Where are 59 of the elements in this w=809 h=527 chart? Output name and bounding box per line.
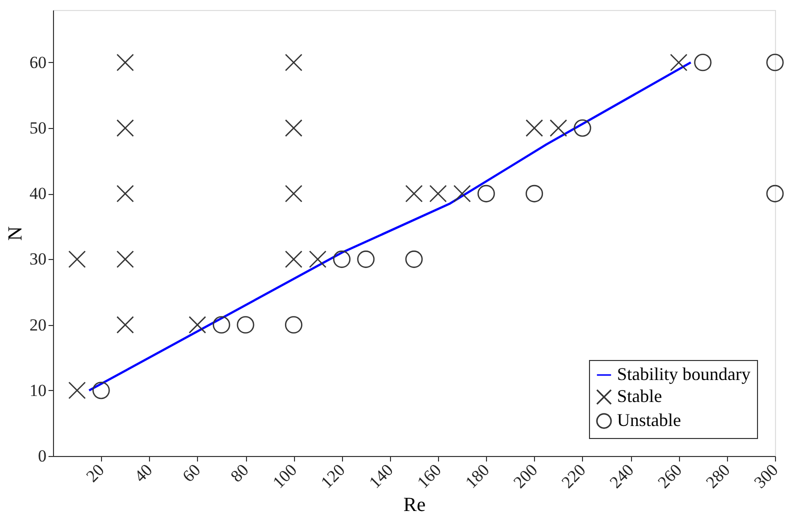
y-tick-label: 50 [30,118,46,138]
x-tick-label: 40 [130,460,156,486]
y-tick-label: 60 [30,52,46,72]
point [694,54,712,72]
x-tick-label: 240 [606,460,638,492]
y-tick-label: 30 [30,250,46,269]
point [188,316,206,334]
point [357,250,375,268]
point [309,250,326,268]
y-tick-label: 10 [30,380,46,400]
x-tick-label: 140 [365,460,397,492]
point [212,316,230,334]
point [405,184,423,202]
point [670,54,688,72]
point [116,250,134,268]
x-axis-title: Re [403,494,426,516]
x-tick-label: 260 [654,460,686,492]
y-tick-label: 20 [30,315,46,334]
y-axis-title: N [4,226,26,241]
legend-label: Stable [617,386,662,406]
point [116,54,134,72]
point [284,119,302,137]
point [68,250,86,268]
x-tick-label: 160 [413,460,445,492]
point [766,184,784,202]
point [405,250,423,268]
point [477,184,495,202]
point [284,184,302,202]
x-tick-label: 20 [82,460,108,486]
point [284,250,302,268]
y-tick-label: 0 [38,446,46,466]
point [116,119,134,137]
point [526,119,544,137]
point [526,184,544,202]
x-tick-label: 120 [317,460,349,492]
x-tick-label: 220 [558,460,590,492]
x-tick-label: 60 [178,460,204,486]
point [68,382,86,400]
point [116,184,134,202]
point [284,54,302,72]
point [550,119,568,137]
x-tick-label: 200 [510,460,542,492]
point [429,184,447,202]
point [236,316,254,334]
x-tick-label: 280 [702,460,734,492]
y-tick-label: 40 [30,184,46,204]
x-tick-label: 180 [462,460,494,492]
point [333,250,351,268]
point [766,54,784,72]
legend-label: Stability boundary [617,364,750,384]
point [92,382,110,400]
point [574,119,592,137]
point [284,316,302,334]
point [453,184,471,202]
x-tick-label: 300 [750,460,782,492]
x-tick-label: 100 [269,460,301,492]
legend-label: Unstable [617,410,681,430]
point [116,316,134,334]
x-tick-label: 80 [226,460,252,486]
